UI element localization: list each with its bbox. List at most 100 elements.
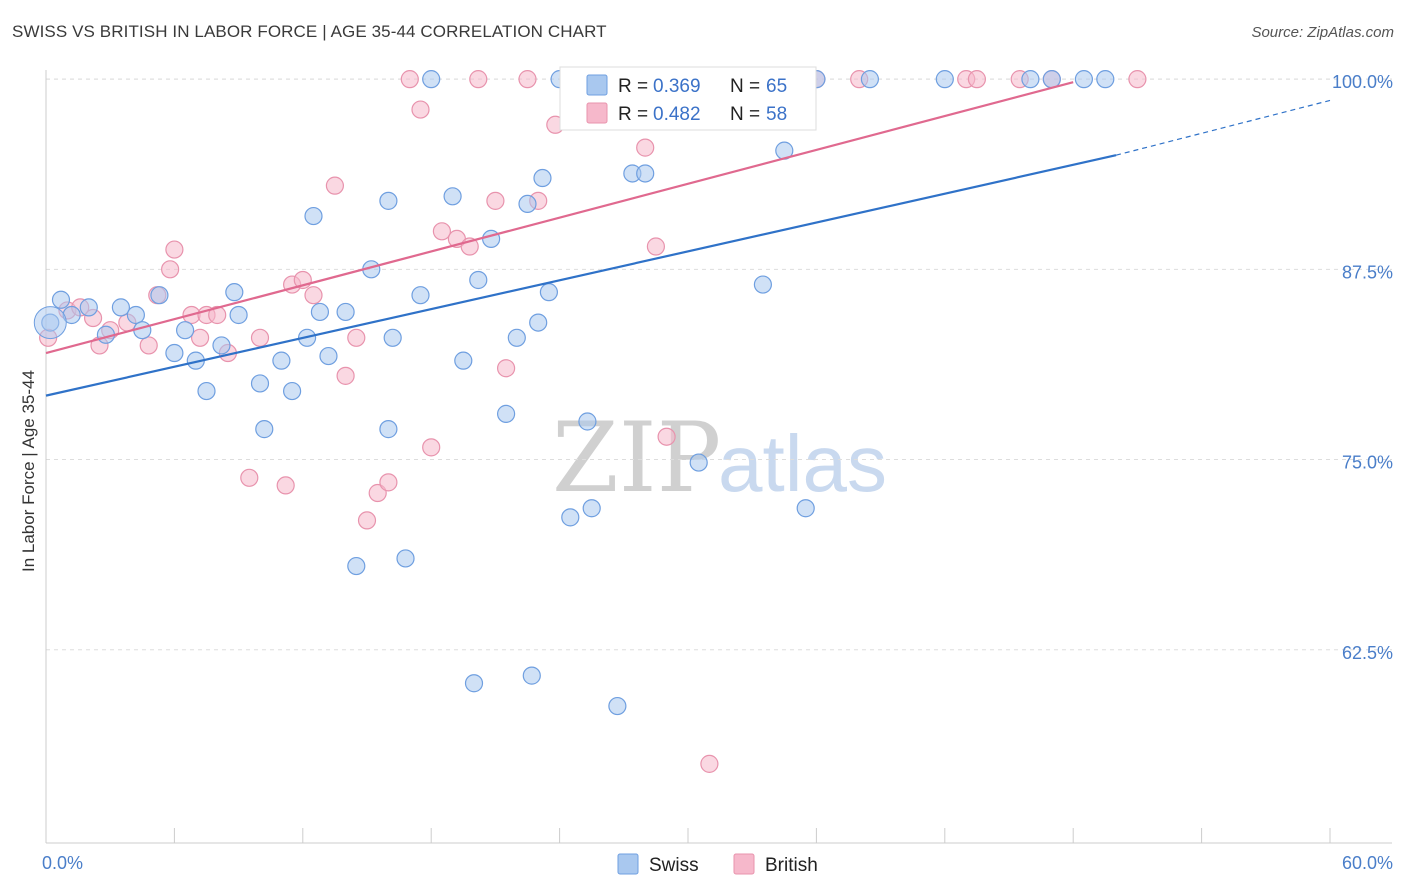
series-legend-swiss-swatch [617,853,639,875]
swiss-point [518,194,537,214]
british-point [139,336,158,355]
british-trend-line [45,81,1074,355]
x-tick-label-max: 60.0% [1342,853,1393,873]
swiss-point [255,420,274,439]
swiss-point [1021,70,1040,89]
swiss-point [347,556,366,576]
british-point [646,237,666,256]
swiss-point [578,412,597,431]
legend-british-n-label: N = [730,104,760,125]
british-point [165,240,184,259]
swiss-point [522,666,541,685]
trend-lines [45,81,1331,397]
swiss-point-cluster [33,306,67,340]
legend-british-n-value: 58 [766,104,787,125]
swiss-point [379,420,398,439]
swiss-point [582,499,601,518]
swiss-point [1096,70,1115,89]
swiss-point [533,168,552,188]
series-legend-swiss-label: Swiss [649,855,699,876]
legend-british-swatch [586,102,608,124]
swiss-point [197,381,216,401]
british-point [276,476,295,495]
swiss-point [689,453,708,472]
legend-swiss-n-value: 65 [766,76,787,97]
swiss-point [396,549,415,568]
swiss-point [176,321,195,340]
british-point [636,138,655,157]
british-point [497,359,516,378]
series-legend-british-swatch [733,853,755,875]
swiss-point [497,404,516,423]
british-point [700,754,719,773]
british-point [357,511,377,530]
british-point [240,468,259,487]
series-legend-british-label: British [765,855,818,876]
series-legend: Swiss British [617,853,818,876]
swiss-point [753,275,773,294]
swiss-point [126,305,145,325]
british-point [336,366,355,385]
swiss-point [464,674,484,693]
british-point [250,328,270,347]
british-point [400,70,419,89]
swiss-point [1042,70,1061,89]
y-axis-label: In Labor Force | Age 35-44 [19,370,38,572]
british-point [411,100,430,119]
swiss-point [229,305,248,325]
swiss-point [636,164,655,183]
swiss-point [283,381,302,401]
swiss-point [225,283,244,302]
swiss-point [150,286,169,305]
british-point [1128,70,1147,89]
swiss-point [212,336,231,355]
swiss-point [443,187,462,206]
swiss-point [336,302,355,322]
y-tick-label: 87.5% [1342,262,1393,282]
british-point [657,427,676,446]
british-point [161,260,180,279]
swiss-point [529,313,548,332]
tick-labels: 62.5% 75.0% 87.5% 100.0% 0.0% 60.0% [42,72,1393,873]
swiss-point [935,70,954,89]
swiss-point [111,298,131,317]
swiss-point [454,351,473,370]
british-point [325,176,344,195]
x-tick-label-min: 0.0% [42,853,83,873]
correlation-legend: R = 0.369 N = 65 R = 0.482 N = 58 [559,66,817,131]
british-point [486,191,505,210]
legend-swiss-r-label: R = [618,76,648,97]
swiss-point [422,70,441,89]
swiss-point [608,696,627,716]
swiss-point [1074,70,1094,89]
swiss-trend-line [45,154,1117,397]
y-tick-label: 75.0% [1342,453,1393,473]
swiss-point [250,374,270,393]
legend-swiss-n-label: N = [730,76,760,97]
british-point [518,70,537,89]
watermark-atlas: atlas [718,419,887,508]
legend-british-r-label: R = [618,104,648,125]
swiss-point [51,290,71,309]
british-point [190,328,210,347]
swiss-points [33,70,1115,716]
swiss-point [507,328,526,347]
british-point [347,328,366,347]
axes [45,70,1392,844]
swiss-point [304,206,323,226]
swiss-point [319,346,338,366]
british-point [967,70,987,89]
british-point [379,473,398,492]
swiss-point [561,508,580,527]
legend-british-r-value: 0.482 [653,104,701,125]
british-point [304,286,323,305]
legend-swiss-swatch [586,74,608,96]
chart-source: Source: ZipAtlas.com [1251,24,1394,41]
swiss-point [165,343,184,363]
swiss-point [796,499,815,518]
swiss-point [79,298,98,317]
swiss-point [539,283,559,302]
y-tick-label: 62.5% [1342,643,1393,663]
swiss-point [379,191,398,210]
